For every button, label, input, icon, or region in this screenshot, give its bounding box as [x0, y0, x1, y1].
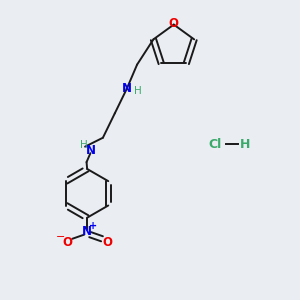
Text: O: O — [62, 236, 72, 249]
Text: N: N — [82, 225, 92, 238]
Text: N: N — [122, 82, 132, 95]
Text: Cl: Cl — [209, 138, 222, 151]
Text: N: N — [85, 144, 95, 157]
Text: H: H — [240, 138, 250, 151]
Text: O: O — [169, 16, 179, 30]
Text: H: H — [134, 86, 142, 96]
Text: −: − — [56, 232, 66, 242]
Text: +: + — [89, 221, 97, 231]
Text: H: H — [80, 140, 88, 150]
Text: O: O — [102, 236, 112, 249]
